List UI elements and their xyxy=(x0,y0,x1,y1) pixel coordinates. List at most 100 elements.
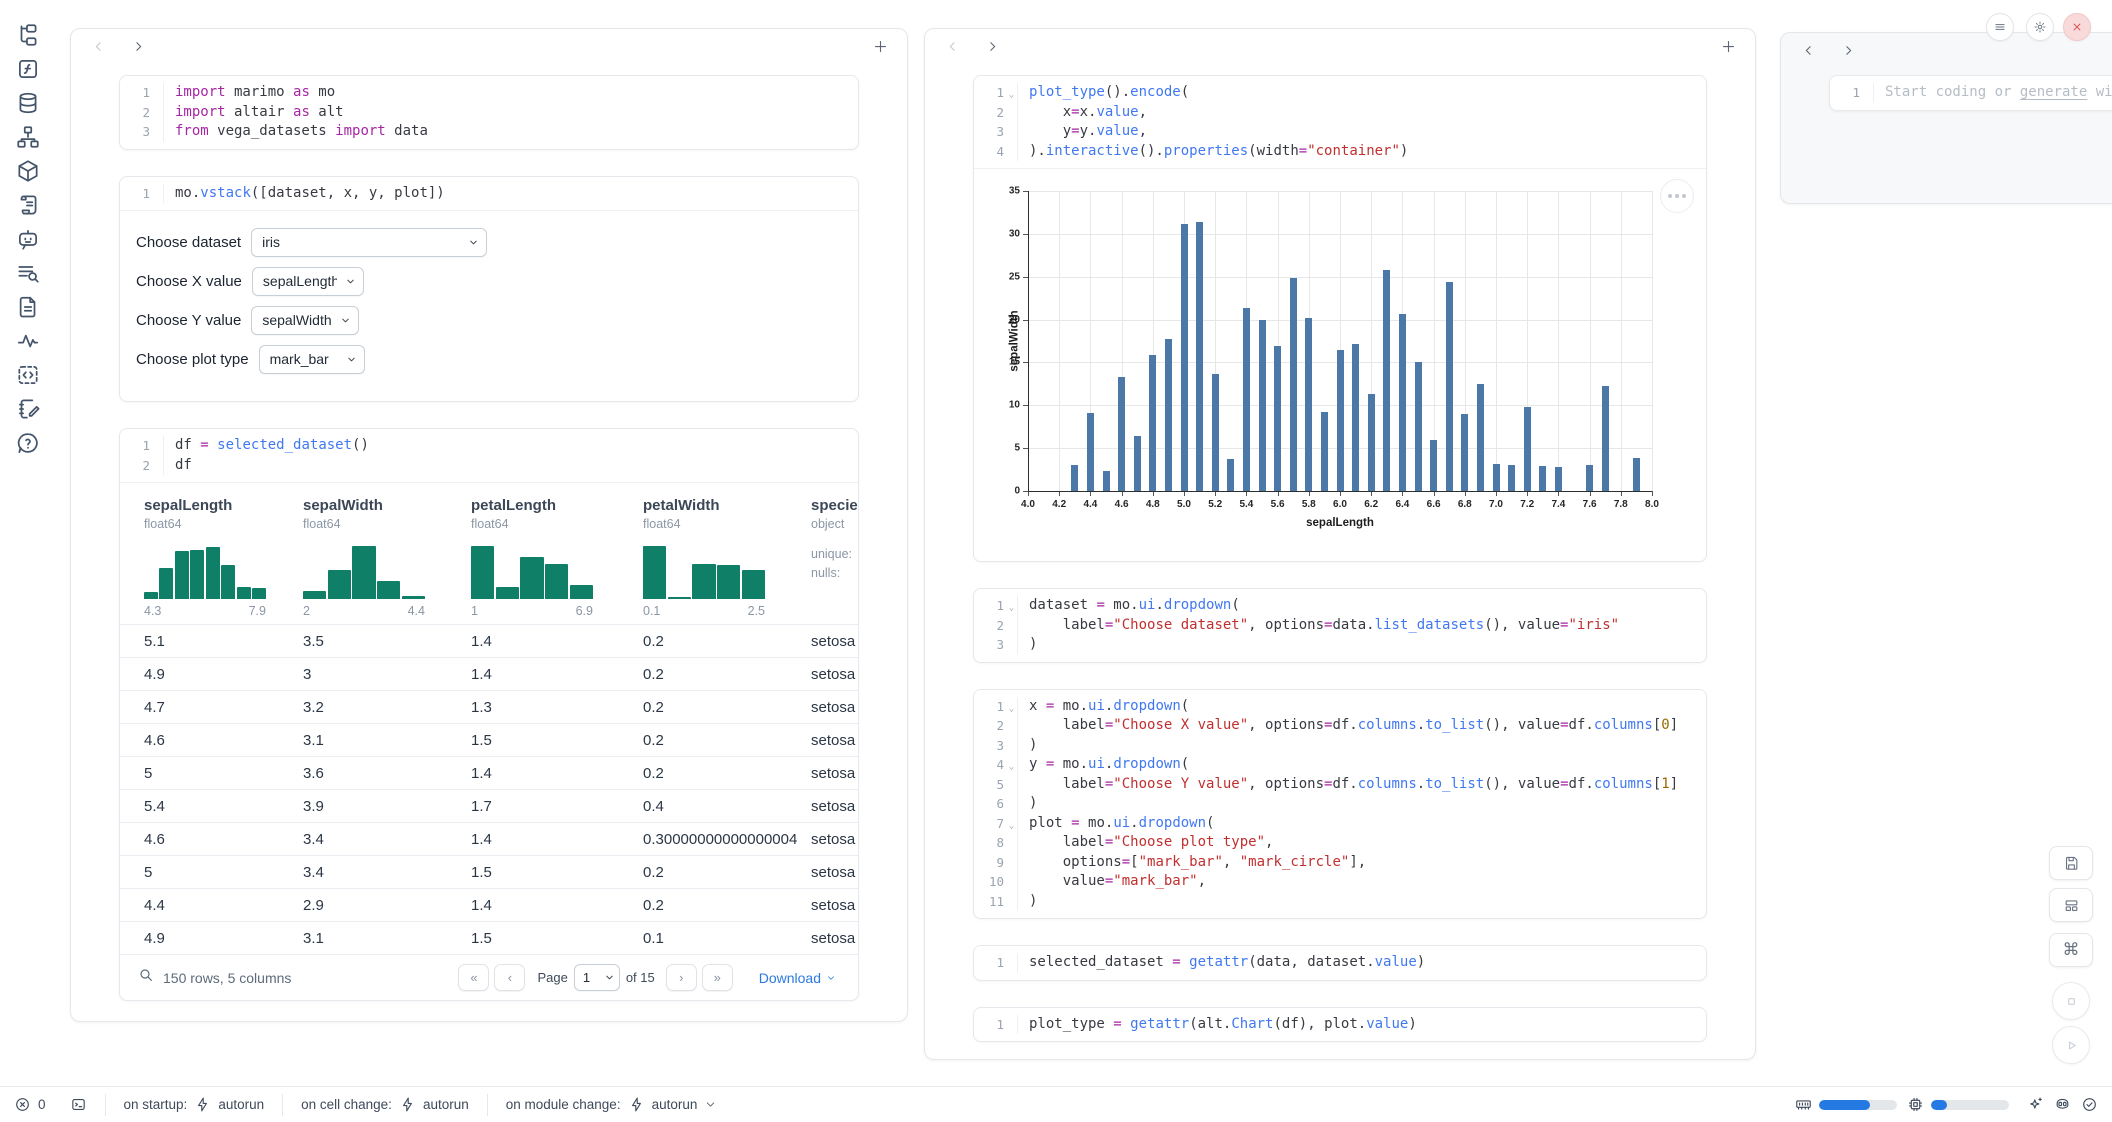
lightning-icon xyxy=(399,1096,416,1113)
search-icon[interactable] xyxy=(138,967,154,988)
lightning-icon xyxy=(628,1096,645,1113)
column-header-sepalLength: sepalLengthfloat644.37.9 xyxy=(144,497,303,618)
copilot-button[interactable] xyxy=(2054,1096,2071,1113)
variables-icon[interactable] xyxy=(15,56,41,82)
on-startup-setting[interactable]: on startup: autorun xyxy=(124,1096,265,1113)
table-cell: 3 xyxy=(303,666,471,683)
help-icon[interactable] xyxy=(15,430,41,456)
connection-status-button[interactable] xyxy=(2081,1096,2098,1113)
close-button[interactable] xyxy=(2063,13,2091,41)
layout-button[interactable] xyxy=(2049,888,2093,922)
dropdown-label: Choose dataset xyxy=(136,234,241,251)
choose-dataset-select[interactable]: iris xyxy=(251,228,487,257)
code-editor[interactable]: 123import marimo as moimport altair as a… xyxy=(120,76,858,149)
tracing-icon[interactable] xyxy=(15,328,41,354)
dependency-graph-icon[interactable] xyxy=(15,124,41,150)
table-cell: 1.5 xyxy=(471,732,643,749)
code-editor[interactable]: 1mo.vstack([dataset, x, y, plot]) xyxy=(120,177,858,211)
code-editor[interactable]: 12df = selected_dataset()df xyxy=(120,429,858,482)
control-row: Choose X valuesepalLength xyxy=(136,266,842,296)
choose-y-value-select[interactable]: sepalWidth xyxy=(251,306,359,335)
add-cell-button[interactable] xyxy=(869,35,891,57)
chart-options-button[interactable] xyxy=(1660,179,1694,213)
on-cell-change-setting[interactable]: on cell change: autorun xyxy=(301,1096,469,1113)
table-cell: 3.5 xyxy=(303,633,471,650)
code-editor[interactable]: 1plot_type = getattr(alt.Chart(df), plot… xyxy=(974,1008,1706,1042)
table-cell: 0.2 xyxy=(643,699,811,716)
cell-vstack: 1mo.vstack([dataset, x, y, plot]) Choose… xyxy=(119,176,859,403)
select-input[interactable]: sepalWidth xyxy=(251,306,359,335)
select-input[interactable]: mark_bar xyxy=(259,345,365,374)
prev-page-button[interactable]: ‹ xyxy=(494,964,525,991)
snippets-icon[interactable] xyxy=(15,362,41,388)
column-next-button[interactable] xyxy=(127,35,149,57)
column-header-sepalWidth: sepalWidthfloat6424.4 xyxy=(303,497,471,618)
next-page-button[interactable]: › xyxy=(666,964,697,991)
generate-with-ai-link[interactable]: generate xyxy=(2020,84,2087,100)
select-input[interactable]: sepalLength xyxy=(252,267,364,296)
table-cell: 0.2 xyxy=(643,666,811,683)
last-page-button[interactable]: » xyxy=(702,964,733,991)
check-circle-icon xyxy=(2081,1096,2098,1113)
dropdown-controls: Choose dataset iris Choose X valuesepalLen… xyxy=(120,211,858,401)
table-cell: 3.6 xyxy=(303,765,471,782)
scratchpad-icon[interactable] xyxy=(15,396,41,422)
error-count[interactable]: 0 xyxy=(14,1096,46,1113)
choose-x-value-select[interactable]: sepalLength xyxy=(252,267,364,296)
download-link[interactable]: Download xyxy=(759,970,836,986)
column-next-button[interactable] xyxy=(1837,39,1859,61)
ai-chat-icon[interactable] xyxy=(15,226,41,252)
packages-icon[interactable] xyxy=(15,158,41,184)
logs-icon[interactable] xyxy=(15,192,41,218)
column-header xyxy=(1781,33,2112,67)
column-header-species: speciesobjectunique:nulls: xyxy=(811,497,859,618)
run-button[interactable] xyxy=(2052,1026,2090,1064)
column-next-button[interactable] xyxy=(981,35,1003,57)
first-page-button[interactable]: « xyxy=(458,964,489,991)
page-select[interactable]: 1 xyxy=(574,964,620,991)
table-cell: 1.4 xyxy=(471,831,643,848)
column-prev-button[interactable] xyxy=(941,35,963,57)
table-cell: 4.4 xyxy=(144,897,303,914)
table-cell: setosa xyxy=(811,699,859,716)
code-editor[interactable]: 1⌄23dataset = mo.ui.dropdown( label="Cho… xyxy=(974,589,1706,662)
outline-search-icon[interactable] xyxy=(15,260,41,286)
altair-bar-chart[interactable]: 4.04.24.44.64.85.05.25.45.65.86.06.26.46… xyxy=(974,169,1706,561)
file-explorer-icon[interactable] xyxy=(15,22,41,48)
keyboard-shortcuts-button[interactable]: ⌘ xyxy=(2049,933,2093,967)
stop-button[interactable] xyxy=(2052,982,2090,1020)
table-cell: setosa xyxy=(811,666,859,683)
page-select-input[interactable]: 1 xyxy=(574,964,620,991)
settings-button[interactable] xyxy=(2026,13,2054,41)
control-row: Choose Y valuesepalWidth xyxy=(136,305,842,335)
add-cell-button[interactable] xyxy=(1717,35,1739,57)
cpu-usage xyxy=(1907,1096,2009,1113)
save-button[interactable] xyxy=(2049,846,2093,880)
table-row: 53.61.40.2setosa xyxy=(120,756,858,789)
dropdown-label: Choose plot type xyxy=(136,351,249,368)
select-input[interactable]: iris xyxy=(251,228,487,257)
documentation-icon[interactable] xyxy=(15,294,41,320)
x-axis-title: sepalLength xyxy=(1306,517,1374,529)
cell-plot-type: 1plot_type = getattr(alt.Chart(df), plot… xyxy=(973,1007,1707,1043)
notebook-column-3: 1 Start coding or generate with xyxy=(1780,32,2112,204)
code-editor[interactable]: 1selected_dataset = getattr(data, datase… xyxy=(974,946,1706,980)
code-editor[interactable]: 1⌄234plot_type().encode( x=x.value, y=y.… xyxy=(974,76,1706,168)
terminal-button[interactable] xyxy=(70,1096,87,1113)
code-editor[interactable]: 1⌄234⌄567⌄891011x = mo.ui.dropdown( labe… xyxy=(974,690,1706,919)
datasources-icon[interactable] xyxy=(15,90,41,116)
cell-dataset-dropdown: 1⌄23dataset = mo.ui.dropdown( label="Cho… xyxy=(973,588,1707,663)
menu-button[interactable] xyxy=(1986,13,2014,41)
on-module-change-setting[interactable]: on module change: autorun xyxy=(506,1096,718,1113)
choose-plot-type-select[interactable]: mark_bar xyxy=(259,345,365,374)
column-prev-button[interactable] xyxy=(87,35,109,57)
table-cell: 0.4 xyxy=(643,798,811,815)
column-header-petalLength: petalLengthfloat6416.9 xyxy=(471,497,643,618)
table-cell: 5.1 xyxy=(144,633,303,650)
y-axis-title: sepalWidth xyxy=(1009,310,1021,371)
save-icon xyxy=(2063,855,2080,872)
ai-assistant-button[interactable] xyxy=(2027,1096,2044,1113)
code-editor[interactable]: 1 Start coding or generate with xyxy=(1830,76,2112,110)
column-prev-button[interactable] xyxy=(1797,39,1819,61)
cell-xy-plot-dropdowns: 1⌄234⌄567⌄891011x = mo.ui.dropdown( labe… xyxy=(973,689,1707,920)
